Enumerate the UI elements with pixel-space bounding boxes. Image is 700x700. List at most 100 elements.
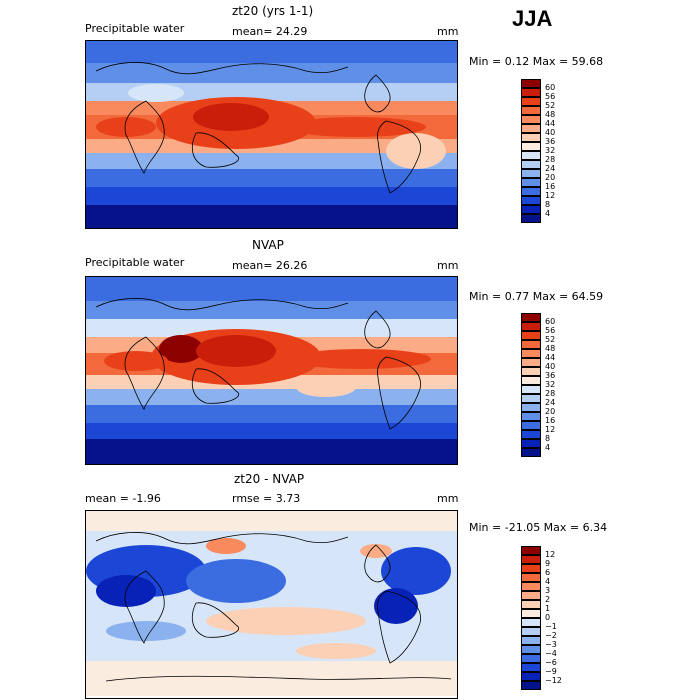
panel2-colorbar-tick: 56 [545,326,556,335]
panel1-map [85,40,458,229]
panel2-title: NVAP [252,238,284,252]
panel1-colorbar-cell-2 [521,97,541,106]
panel2-colorbar-cell-1 [521,322,541,331]
panel1-colorbar-cell-13 [521,196,541,205]
panel1-colorbar-tick: 36 [545,137,556,146]
panel3-rmse-label: rmse = 3.73 [232,492,301,505]
panel3-colorbar-cell-7 [521,609,541,618]
panel2-units-label: mm [437,259,459,272]
panel1-colorbar-cell-10 [521,169,541,178]
panel2-map-svg [86,277,457,464]
panel3-colorbar-cell-3 [521,573,541,582]
panel3-colorbar-tick: 12 [545,550,556,559]
panel3-colorbar-cell-11 [521,645,541,654]
panel3-colorbar-tick: 4 [545,577,551,586]
panel2-colorbar-cell-4 [521,349,541,358]
panel2-colorbar-cell-10 [521,403,541,412]
panel3-map [85,510,458,699]
panel3-colorbar-cell-12 [521,654,541,663]
panel2-colorbar-tick: 28 [545,389,556,398]
panel1-colorbar-cell-14 [521,205,541,214]
panel1-mean-label: mean= 24.29 [232,25,308,38]
panel2-colorbar-tick: 60 [545,317,556,326]
panel3-colorbar-cell-10 [521,636,541,645]
panel1-minmax-label: Min = 0.12 Max = 59.68 [469,55,604,68]
panel1-colorbar-cell-12 [521,187,541,196]
panel1-colorbar-tick: 40 [545,128,556,137]
panel1-units-label: mm [437,25,459,38]
panel3-colorbar-tick: 1 [545,604,551,613]
panel2-colorbar-cell-6 [521,367,541,376]
panel1-colorbar-cell-8 [521,151,541,160]
panel3-colorbar-tick: 6 [545,568,551,577]
panel2-colorbar-cell-13 [521,430,541,439]
panel1-colorbar-tick: 56 [545,92,556,101]
panel2-colorbar-cell-11 [521,412,541,421]
panel1-colorbar-tick: 8 [545,200,551,209]
panel1-colorbar-cell-4 [521,115,541,124]
panel2-minmax-label: Min = 0.77 Max = 64.59 [469,290,604,303]
panel2-colorbar-cell-8 [521,385,541,394]
panel1-colorbar-tick: 44 [545,119,556,128]
panel2-colorbar-tick: 36 [545,371,556,380]
panel3-colorbar-tick: 3 [545,586,551,595]
panel1-colorbar-cell-9 [521,160,541,169]
panel2-mean-label: mean= 26.26 [232,259,308,272]
panel2-colorbar-cell-3 [521,340,541,349]
panel2-colorbar-tick: 12 [545,425,556,434]
panel3-colorbar-cell-2 [521,564,541,573]
panel1-colorbar-tick: 20 [545,173,556,182]
panel2-colorbar-tick: 16 [545,416,556,425]
panel1-title: zt20 (yrs 1-1) [232,4,314,18]
panel2-map [85,276,458,465]
panel1-colorbar-tick: 48 [545,110,556,119]
panel2-colorbar-tick: 20 [545,407,556,416]
panel3-colorbar-tick: −12 [545,676,562,685]
panel3-colorbar-cell-5 [521,591,541,600]
panel3-colorbar-tick: −4 [545,649,557,658]
panel1-colorbar-tick: 4 [545,209,551,218]
panel2-colorbar-tick: 32 [545,380,556,389]
panel3-colorbar-tick: −6 [545,658,557,667]
panel3-colorbar-tick: −1 [545,622,557,631]
panel3-colorbar-tick: −9 [545,667,557,676]
panel2-colorbar-tick: 8 [545,434,551,443]
panel3-colorbar-cell-6 [521,600,541,609]
panel1-colorbar-cell-15 [521,214,541,223]
panel2-colorbar-cell-7 [521,376,541,385]
panel1-colorbar-tick: 12 [545,191,556,200]
panel1-colorbar-cell-11 [521,178,541,187]
panel3-units-label: mm [437,492,459,505]
panel3-colorbar-cell-15 [521,681,541,690]
panel2-colorbar-tick: 40 [545,362,556,371]
panel1-colorbar-tick: 28 [545,155,556,164]
panel2-colorbar-cell-2 [521,331,541,340]
panel1-colorbar-cell-3 [521,106,541,115]
panel1-colorbar-tick: 24 [545,164,556,173]
panel3-colorbar-tick: 2 [545,595,551,604]
panel2-colorbar-cell-5 [521,358,541,367]
panel3-colorbar-tick: −3 [545,640,557,649]
panel3-colorbar-cell-4 [521,582,541,591]
panel3-colorbar-cell-0 [521,546,541,555]
panel1-colorbar-cell-6 [521,133,541,142]
panel2-colorbar-tick: 24 [545,398,556,407]
panel3-colorbar-cell-9 [521,627,541,636]
panel3-colorbar-cell-14 [521,672,541,681]
panel3-title: zt20 - NVAP [234,472,305,486]
panel2-colorbar-tick: 4 [545,443,551,452]
panel1-colorbar-cell-1 [521,88,541,97]
panel2-colorbar-tick: 48 [545,344,556,353]
panel2-colorbar-tick: 44 [545,353,556,362]
panel2-colorbar-cell-9 [521,394,541,403]
panel3-minmax-label: Min = -21.05 Max = 6.34 [469,521,608,534]
season-label: JJA [512,6,553,31]
panel2-colorbar-tick: 52 [545,335,556,344]
panel3-colorbar-cell-13 [521,663,541,672]
panel1-map-svg [86,41,457,228]
panel2-colorbar-cell-0 [521,313,541,322]
panel2-colorbar-cell-14 [521,439,541,448]
panel3-colorbar-tick: −2 [545,631,557,640]
panel1-colorbar-cell-5 [521,124,541,133]
panel3-colorbar-tick: 9 [545,559,551,568]
